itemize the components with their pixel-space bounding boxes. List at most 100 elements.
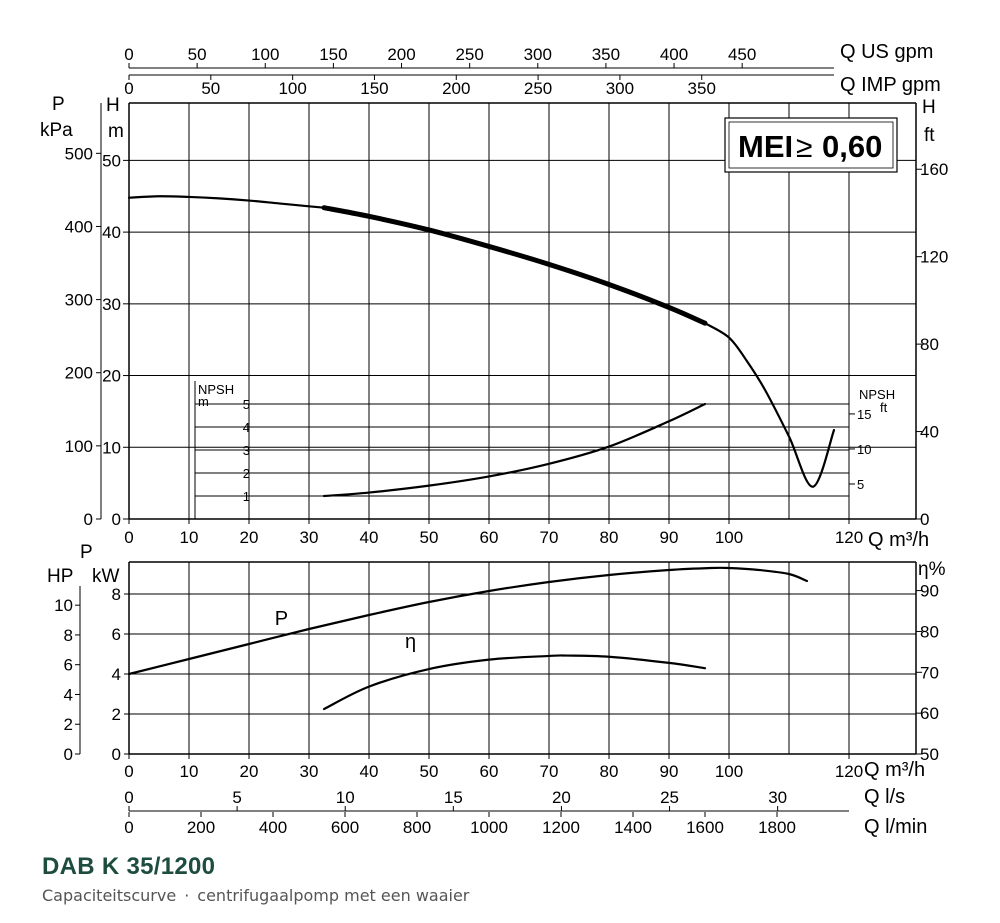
tick-label-q-bottom: 60 (480, 762, 499, 781)
npsh-label-right: NPSH (859, 387, 895, 402)
npsh-ft-tick-label: 10 (857, 442, 871, 457)
tick-label-q-bottom: 120 (835, 762, 863, 781)
tick-label-kpa: 200 (65, 364, 93, 383)
npsh-label-left: NPSH (198, 382, 234, 397)
tick-label-kw: 2 (112, 705, 121, 724)
axis-label-us-gpm: Q US gpm (840, 41, 933, 63)
power-curve-label: P (275, 608, 288, 630)
npsh-tick-label: 3 (243, 443, 250, 458)
tick-label-q-bottom: 20 (240, 762, 259, 781)
tick-label-ft: 120 (920, 248, 948, 267)
tick-label-kpa: 500 (65, 144, 93, 163)
npsh-tick-label: 1 (243, 489, 250, 504)
tick-label-kw: 4 (112, 665, 121, 684)
tick-label-imp-gpm: 300 (606, 79, 634, 98)
axis-label-eta: η% (918, 559, 946, 580)
tick-label-us-gpm: 350 (592, 45, 620, 64)
tick-label-ft: 0 (920, 510, 929, 529)
tick-label-us-gpm: 150 (319, 45, 347, 64)
tick-label-q-top: 80 (600, 528, 619, 547)
tick-label-q-bottom: 80 (600, 762, 619, 781)
tick-label-us-gpm: 0 (124, 45, 133, 64)
tick-label-q-bottom: 100 (715, 762, 743, 781)
axis-label-h: H (106, 95, 120, 116)
tick-label-lmin: 200 (187, 818, 215, 837)
tick-label-us-gpm: 450 (728, 45, 756, 64)
tick-label-hp: 6 (64, 656, 73, 675)
tick-label-q-top: 90 (660, 528, 679, 547)
tick-label-imp-gpm: 250 (524, 79, 552, 98)
efficiency-curve (322, 654, 707, 711)
tick-label-us-gpm: 400 (660, 45, 688, 64)
tick-label-kpa: 0 (84, 510, 93, 529)
tick-label-imp-gpm: 150 (360, 79, 388, 98)
tick-label-ls: 20 (552, 788, 571, 807)
axis-label-p: P (52, 94, 65, 115)
tick-label-kpa: 400 (65, 217, 93, 236)
tick-label-kpa: 300 (65, 291, 93, 310)
axis-label-p-kw: P (80, 542, 93, 563)
tick-label-hp: 0 (64, 745, 73, 764)
npsh-tick-label: 2 (243, 466, 250, 481)
tick-label-lmin: 800 (403, 818, 431, 837)
tick-label-imp-gpm: 100 (278, 79, 306, 98)
tick-label-q-bottom: 70 (540, 762, 559, 781)
tick-label-q-bottom: 90 (660, 762, 679, 781)
tick-label-imp-gpm: 350 (688, 79, 716, 98)
tick-label-h-m: 50 (102, 151, 121, 170)
tick-label-eta: 70 (920, 663, 939, 682)
axis-label-q-top: Q m³/h (868, 529, 929, 551)
tick-label-hp: 8 (64, 626, 73, 645)
chart-subtitle: Capaciteitscurve · centrifugaalpomp met ee… (42, 886, 469, 905)
tick-label-lmin: 1800 (758, 818, 796, 837)
axis-label-ls: Q l/s (864, 786, 905, 808)
tick-label-lmin: 1400 (614, 818, 652, 837)
tick-label-h-m: 40 (102, 223, 121, 242)
npsh-curve (322, 402, 707, 498)
axis-label-kpa: kPa (40, 120, 73, 141)
tick-label-q-bottom: 40 (360, 762, 379, 781)
npsh-tick-label: 4 (243, 420, 250, 435)
npsh-unit-right: ft (880, 400, 888, 415)
tick-label-hp: 10 (54, 596, 73, 615)
tick-label-eta: 50 (920, 745, 939, 764)
tick-label-lmin: 1000 (470, 818, 508, 837)
head-curve-segment-2 (703, 322, 836, 488)
tick-label-lmin: 0 (124, 818, 133, 837)
model-title: DAB K 35/1200 (42, 853, 216, 880)
mei-value: 0,60 (822, 129, 882, 164)
subtitle-part-2: centrifugaalpomp met een waaier (197, 886, 470, 905)
tick-label-lmin: 1200 (542, 818, 580, 837)
mei-label: MEI (738, 129, 793, 164)
tick-label-hp: 4 (64, 685, 73, 704)
tick-label-lmin: 1600 (686, 818, 724, 837)
power-curve (127, 566, 809, 676)
tick-label-q-bottom: 0 (124, 762, 133, 781)
tick-label-q-top: 100 (715, 528, 743, 547)
axis-label-hp: HP (47, 566, 73, 587)
tick-label-kpa: 100 (65, 437, 93, 456)
tick-label-q-top: 20 (240, 528, 259, 547)
efficiency-curve-label: η (405, 631, 416, 653)
tick-label-eta: 80 (920, 622, 939, 641)
tick-label-q-bottom: 10 (180, 762, 199, 781)
tick-label-us-gpm: 100 (251, 45, 279, 64)
tick-label-q-top: 50 (420, 528, 439, 547)
curves-layer (127, 195, 836, 711)
tick-label-imp-gpm: 0 (124, 79, 133, 98)
tick-label-imp-gpm: 50 (201, 79, 220, 98)
npsh-ft-tick-label: 5 (857, 477, 864, 492)
grid-layer (75, 63, 922, 817)
tick-label-us-gpm: 250 (455, 45, 483, 64)
tick-label-imp-gpm: 200 (442, 79, 470, 98)
tick-label-kw: 6 (112, 625, 121, 644)
tick-label-ls: 5 (232, 788, 241, 807)
tick-label-ls: 0 (124, 788, 133, 807)
npsh-ft-tick-label: 15 (857, 407, 871, 422)
axis-label-m: m (108, 121, 124, 142)
axis-label-imp-gpm: Q IMP gpm (840, 74, 941, 96)
tick-label-ls: 25 (660, 788, 679, 807)
tick-label-eta: 60 (920, 704, 939, 723)
tick-label-q-top: 0 (124, 528, 133, 547)
head-curve-operating-range (321, 205, 708, 326)
